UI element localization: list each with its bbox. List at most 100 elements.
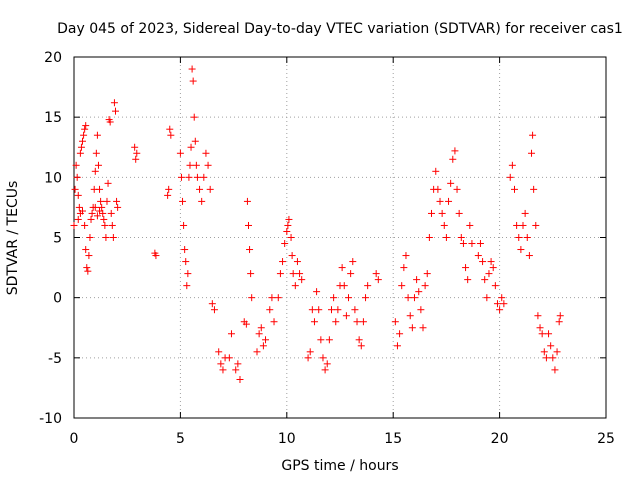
data-point [483,294,491,302]
data-point [357,342,365,350]
data-point [323,360,331,368]
data-point [165,185,173,193]
grid [74,57,606,418]
data-point [191,137,199,145]
chart-title: Day 045 of 2023, Sidereal Day-to-day VTE… [57,21,623,37]
data-point [402,252,410,260]
data-point [184,270,192,278]
x-tick-label: 25 [597,431,615,447]
data-point [97,197,105,205]
data-point [189,77,197,85]
data-point [243,197,251,205]
data-point [94,161,102,169]
y-tick-label: 15 [44,110,62,126]
data-point [317,336,325,344]
data-point [445,197,453,205]
data-point [79,137,87,145]
data-point [304,354,312,362]
data-point [187,143,195,151]
data-point [487,258,495,266]
data-point [262,336,270,344]
data-point [340,282,348,290]
data-point [72,161,80,169]
data-point [82,122,90,130]
data-point [84,267,92,275]
data-point [266,306,274,314]
data-point [417,306,425,314]
x-tick-label: 10 [278,431,296,447]
data-point [408,324,416,332]
data-point [474,252,482,260]
data-point [176,149,184,157]
y-tick-label: 0 [53,291,62,307]
data-point [152,252,160,260]
data-point [319,354,327,362]
data-point [73,173,81,181]
data-point [410,294,418,302]
data-point [248,294,256,302]
data-point [227,330,235,338]
data-point [525,252,533,260]
data-point [440,221,448,229]
y-tick-label: 20 [44,50,62,66]
data-point [283,227,291,235]
x-tick-label: 5 [176,431,185,447]
data-point [81,125,89,133]
data-point [547,342,555,350]
y-tick-label: -5 [48,351,62,367]
data-point [538,330,546,338]
data-point [513,221,521,229]
x-tick-label: 20 [491,431,509,447]
data-point [334,306,342,314]
data-point [183,282,191,290]
data-point [549,354,557,362]
data-point [313,288,321,296]
data-point [523,234,531,241]
data-point [106,118,114,126]
data-point [234,360,242,368]
data-point [167,131,175,139]
data-point [349,258,357,266]
data-point [325,336,333,344]
data-point [196,185,204,193]
y-tick-label: 10 [44,170,62,186]
data-point [200,173,208,181]
data-point [77,143,85,151]
data-point [91,167,99,175]
data-point [508,161,516,169]
data-point [180,221,188,229]
data-point [225,354,233,362]
data-point [132,155,140,163]
data-point [276,270,284,278]
data-point [86,234,94,241]
data-point [479,258,487,266]
data-point [464,276,472,284]
data-point [76,149,84,157]
data-point [372,270,380,278]
data-point [493,300,501,308]
data-point [188,65,196,73]
data-point [192,161,200,169]
data-point [193,173,201,181]
data-point [419,324,427,332]
data-point [530,185,538,193]
x-tick-label: 0 [70,431,79,447]
data-point [236,375,244,383]
data-point [111,107,119,115]
data-point [310,318,318,326]
data-point [279,258,287,266]
data-point [247,270,255,278]
data-point [453,185,461,193]
data-point [432,167,440,175]
data-point [449,155,457,163]
data-point [468,240,476,248]
data-point [515,234,523,241]
data-point [185,173,193,181]
data-point [164,191,172,199]
data-point [70,221,78,229]
data-point [545,330,553,338]
data-point [534,312,542,320]
data-point [434,185,442,193]
data-point [489,264,497,272]
data-point [259,342,267,350]
